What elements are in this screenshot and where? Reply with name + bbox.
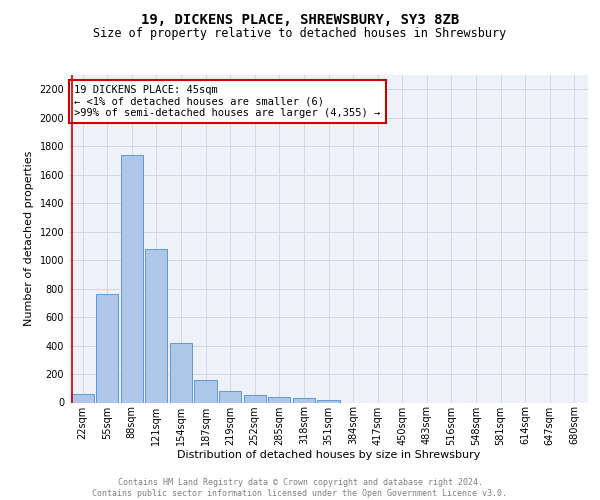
Bar <box>170 344 192 402</box>
Bar <box>268 397 290 402</box>
Bar <box>293 398 315 402</box>
Bar <box>317 400 340 402</box>
Bar <box>145 250 167 402</box>
Text: Contains HM Land Registry data © Crown copyright and database right 2024.
Contai: Contains HM Land Registry data © Crown c… <box>92 478 508 498</box>
Text: 19, DICKENS PLACE, SHREWSBURY, SY3 8ZB: 19, DICKENS PLACE, SHREWSBURY, SY3 8ZB <box>141 12 459 26</box>
Bar <box>121 154 143 402</box>
Bar <box>219 391 241 402</box>
Bar <box>96 294 118 403</box>
Bar <box>71 394 94 402</box>
X-axis label: Distribution of detached houses by size in Shrewsbury: Distribution of detached houses by size … <box>177 450 480 460</box>
Text: 19 DICKENS PLACE: 45sqm
← <1% of detached houses are smaller (6)
>99% of semi-de: 19 DICKENS PLACE: 45sqm ← <1% of detache… <box>74 85 380 118</box>
Y-axis label: Number of detached properties: Number of detached properties <box>24 151 34 326</box>
Text: Size of property relative to detached houses in Shrewsbury: Size of property relative to detached ho… <box>94 28 506 40</box>
Bar <box>244 396 266 402</box>
Bar <box>194 380 217 402</box>
